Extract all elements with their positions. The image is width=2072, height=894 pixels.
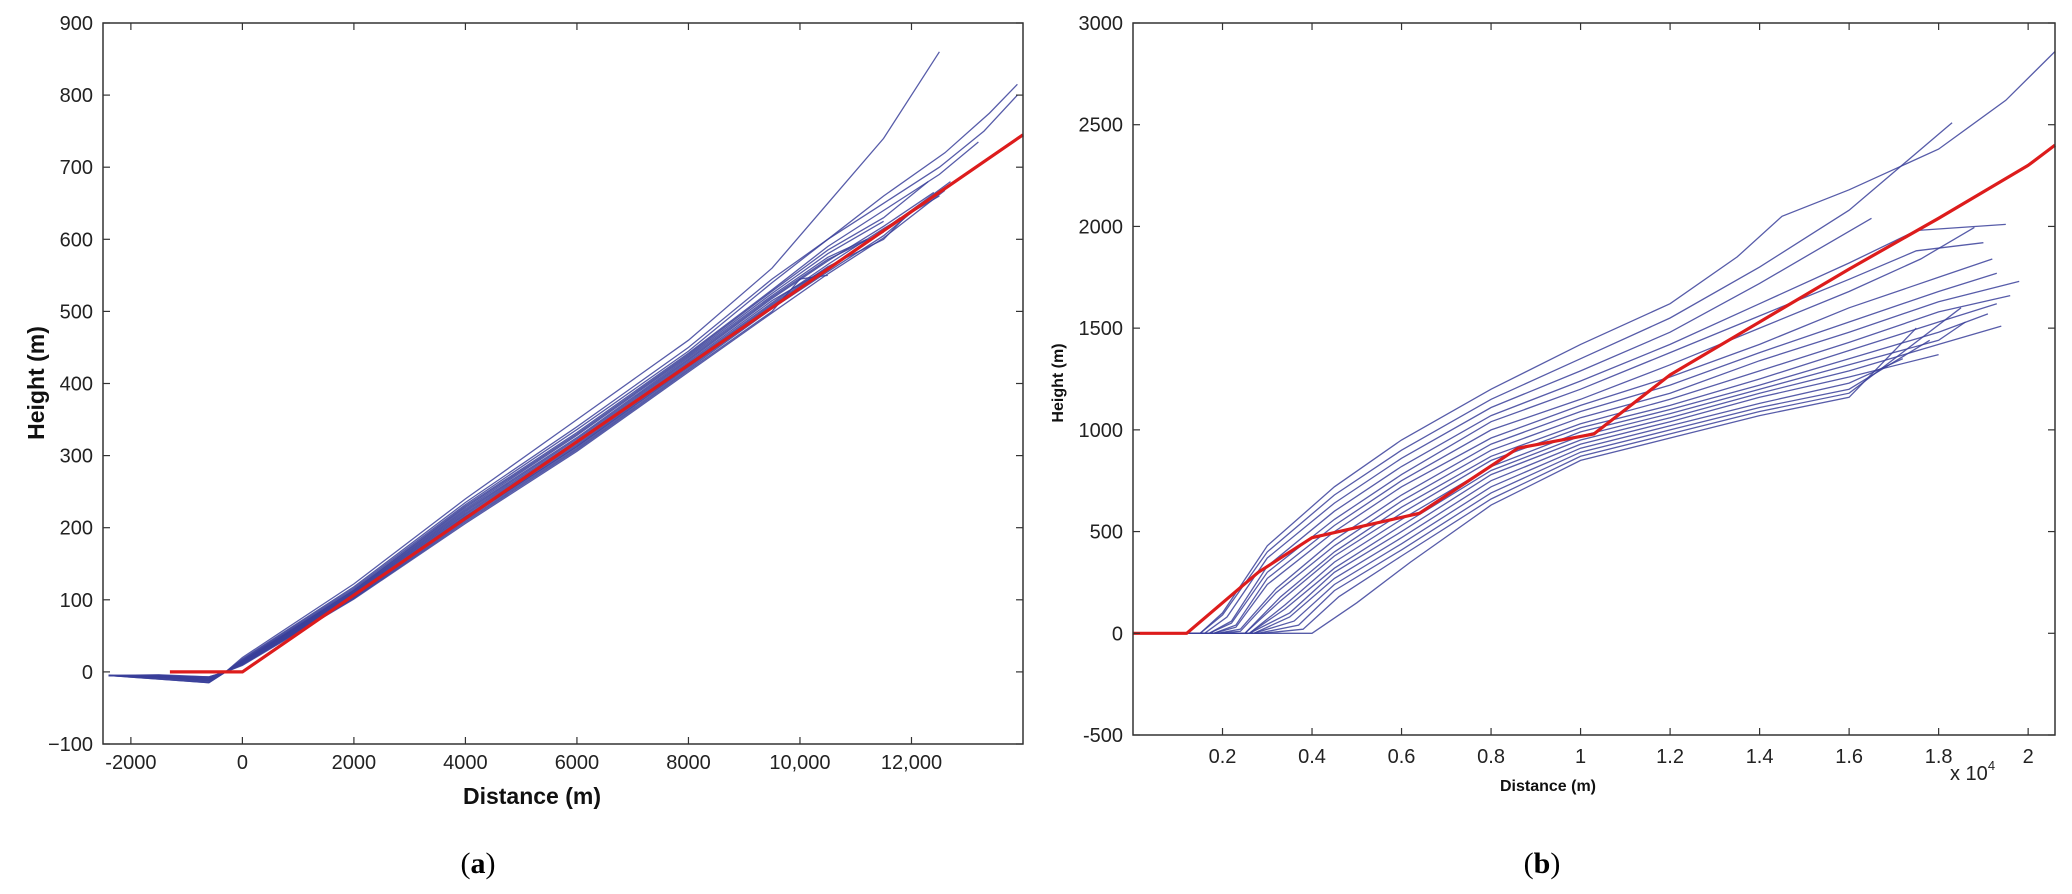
- chart-b: 0.2 0.4 0.6 0.8 1 1.2 1.4 1.6 1.8 2 -500 0 500 1000 15…: [1050, 13, 2056, 880]
- chart-a-ytick-label-8: 700: [60, 157, 93, 179]
- chart-b-ytick-label-3: 1000: [1079, 420, 1124, 442]
- chart-b-simulated-profile-line-5: [1133, 242, 1984, 634]
- chart-a-ytick-label-3: 200: [60, 518, 93, 540]
- chart-a-reference-profile-line: [169, 133, 1024, 674]
- chart-a-simulated-profile-line-8: [108, 231, 884, 681]
- chart-b-simulated-profile-line-4: [1133, 223, 2006, 634]
- chart-b-reference-profile-line: [1133, 143, 2056, 635]
- chart-a-ytick-label-4: 300: [60, 446, 93, 468]
- chart-a-xtick-label-6: 10,000: [769, 752, 830, 774]
- chart-a-ytick-label-5: 400: [60, 374, 93, 396]
- chart-a-simulated-profile-line-17: [108, 189, 946, 678]
- chart-b-ticks: 0.2 0.4 0.6 0.8 1 1.2 1.4 1.6 1.8 2 -500 0 500 1000 15…: [1079, 13, 2055, 768]
- chart-a-xtick-label-0: -2000: [105, 752, 156, 774]
- chart-a-ytick-label-0: −100: [48, 734, 93, 756]
- chart-b-simulated-profile-line-19: [1133, 327, 1917, 634]
- chart-b-simulated-profile-line-8: [1133, 272, 1997, 634]
- chart-a-ytick-label-6: 500: [60, 301, 93, 323]
- chart-b-ytick-label-4: 1500: [1079, 318, 1124, 340]
- chart-b-ytick-label-6: 2500: [1079, 115, 1124, 137]
- chart-a-xtick-label-4: 6000: [555, 752, 600, 774]
- chart-b-xlabel: Distance (m): [1500, 778, 1596, 795]
- chart-b-x-multiplier: x 104: [1950, 758, 1995, 785]
- chart-b-xtick-label-8: 1.8: [1925, 746, 1953, 768]
- chart-b-caption-letter: b: [1534, 847, 1551, 880]
- chart-b-simulated-profile-line-2: [1133, 122, 1953, 634]
- chart-b-caption: (b): [1524, 847, 1561, 880]
- chart-a-xtick-label-5: 8000: [666, 752, 711, 774]
- chart-a-ytick-label-10: 900: [60, 13, 93, 35]
- chart-a-xlabel: Distance (m): [463, 783, 601, 809]
- chart-b-ytick-label-2: 500: [1090, 522, 1123, 544]
- chart-a-ytick-label-7: 600: [60, 229, 93, 251]
- chart-a-xtick-label-7: 12,000: [881, 752, 942, 774]
- chart-b-ylabel: Height (m): [1050, 343, 1067, 422]
- chart-b-lines: [1133, 51, 2056, 635]
- chart-a-simulated-profile-line-15: [108, 202, 924, 679]
- chart-a-ylabel: Height (m): [23, 326, 49, 440]
- chart-b-ytick-label-0: -500: [1083, 725, 1123, 747]
- chart-b-ytick-label-7: 3000: [1079, 13, 1124, 35]
- chart-b-ytick-label-5: 2000: [1079, 216, 1124, 238]
- chart-a-caption: (a): [461, 847, 496, 880]
- chart-b-xtick-label-3: 0.8: [1477, 746, 1505, 768]
- chart-b-xtick-label-4: 1: [1575, 746, 1586, 768]
- chart-b-xtick-label-6: 1.4: [1746, 746, 1774, 768]
- chart-b-xtick-label-0: 0.2: [1209, 746, 1237, 768]
- chart-b-simulated-profile-line-7: [1133, 258, 1993, 634]
- chart-a-ticks: -2000 0 2000 4000 6000 8000 10,000 12,000 −100 0 1…: [48, 13, 1023, 774]
- chart-b-simulated-profile-line-3: [1133, 217, 1872, 634]
- chart-b-xtick-label-2: 0.6: [1388, 746, 1416, 768]
- chart-b-x-multiplier-exponent: 4: [1988, 758, 1995, 773]
- chart-b-xtick-label-5: 1.2: [1656, 746, 1684, 768]
- chart-a-caption-letter: a: [471, 847, 486, 880]
- chart-b-x-multiplier-base: x 10: [1950, 763, 1988, 785]
- chart-b-simulated-profile-line-9: [1133, 280, 2020, 634]
- chart-b-frame: [1132, 22, 2056, 736]
- chart-a: -2000 0 2000 4000 6000 8000 10,000 12,000 −100 0 1…: [23, 13, 1024, 880]
- chart-a-xtick-label-1: 0: [237, 752, 248, 774]
- chart-a-ytick-label-9: 800: [60, 85, 93, 107]
- chart-b-xtick-label-1: 0.4: [1298, 746, 1326, 768]
- chart-a-lines: [108, 51, 1024, 684]
- chart-a-ytick-label-2: 100: [60, 590, 93, 612]
- chart-b-ytick-label-1: 0: [1112, 623, 1123, 645]
- chart-a-xtick-label-3: 4000: [443, 752, 488, 774]
- chart-b-simulated-profile-line-6: [1133, 226, 1975, 634]
- chart-a-simulated-profile-line-6: [108, 220, 884, 682]
- chart-a-ytick-label-1: 0: [82, 662, 93, 684]
- chart-a-xtick-label-2: 2000: [332, 752, 377, 774]
- chart-b-xtick-label-7: 1.6: [1835, 746, 1863, 768]
- chart-b-xtick-label-9: 2: [2023, 746, 2034, 768]
